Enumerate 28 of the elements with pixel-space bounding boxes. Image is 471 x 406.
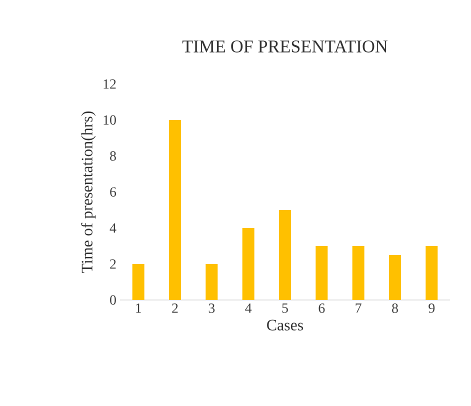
bar <box>169 120 181 300</box>
bar <box>242 228 254 300</box>
y-tick-label: 10 <box>104 115 116 125</box>
x-tick-label: 8 <box>392 304 398 313</box>
bar <box>132 264 144 300</box>
y-tick-label: 8 <box>110 151 116 161</box>
bar <box>426 246 438 300</box>
x-axis-title: Cases <box>267 320 304 330</box>
x-tick-label: 5 <box>282 304 288 313</box>
y-tick-label: 12 <box>104 79 116 89</box>
chart-title: TIME OF PRESENTATION <box>182 40 388 52</box>
bar <box>388 255 401 300</box>
y-tick-label: 4 <box>110 223 116 233</box>
y-axis-title: Time of presentation(hrs) <box>81 112 96 273</box>
x-tick-label: 2 <box>172 304 178 313</box>
x-tick-label: 6 <box>318 304 325 313</box>
bar <box>352 246 364 300</box>
y-tick-label: 0 <box>110 295 116 305</box>
y-tick-label: 2 <box>110 259 116 269</box>
x-tick-label: 3 <box>208 304 215 313</box>
x-tick-label: 1 <box>136 304 141 313</box>
x-tick-label: 9 <box>428 304 435 313</box>
x-tick-label: 4 <box>245 304 252 313</box>
bar <box>316 246 328 300</box>
x-tick-label: 7 <box>356 304 362 313</box>
bar <box>278 210 291 300</box>
y-tick-label: 6 <box>110 187 116 197</box>
bar <box>206 264 218 300</box>
